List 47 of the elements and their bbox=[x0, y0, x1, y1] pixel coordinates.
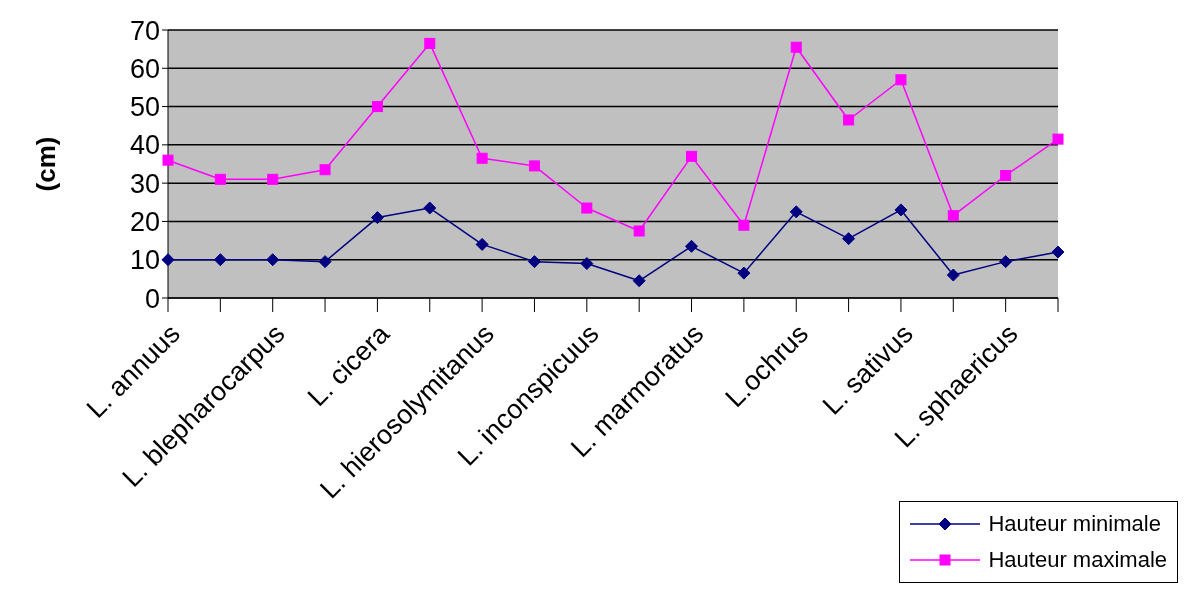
point bbox=[214, 173, 226, 185]
point bbox=[370, 211, 384, 225]
point bbox=[213, 253, 227, 267]
point bbox=[842, 232, 856, 246]
point bbox=[737, 266, 751, 280]
point bbox=[475, 237, 489, 251]
y-tick-label: 30 bbox=[129, 168, 160, 199]
y-axis-title: (cm) bbox=[31, 136, 62, 192]
point bbox=[580, 257, 594, 271]
y-tick-label: 70 bbox=[129, 15, 160, 46]
point bbox=[528, 160, 540, 172]
point bbox=[843, 114, 855, 126]
point bbox=[685, 239, 699, 253]
point bbox=[423, 201, 437, 215]
point bbox=[999, 255, 1013, 269]
point bbox=[686, 150, 698, 162]
point bbox=[789, 205, 803, 219]
y-tick-label: 60 bbox=[129, 53, 160, 84]
point bbox=[162, 154, 174, 166]
point bbox=[527, 255, 541, 269]
y-tick-label: 10 bbox=[129, 245, 160, 276]
point bbox=[318, 255, 332, 269]
point bbox=[738, 219, 750, 231]
legend-label: Hauteur maximale bbox=[988, 547, 1167, 573]
point bbox=[266, 253, 280, 267]
point bbox=[1051, 245, 1065, 259]
point bbox=[895, 74, 907, 86]
point bbox=[371, 101, 383, 113]
point bbox=[581, 202, 593, 214]
y-tick-label: 0 bbox=[144, 283, 160, 314]
point bbox=[947, 210, 959, 222]
point bbox=[161, 253, 175, 267]
point bbox=[633, 225, 645, 237]
legend-label: Hauteur minimale bbox=[988, 511, 1161, 537]
y-tick-label: 20 bbox=[129, 207, 160, 238]
point bbox=[476, 152, 488, 164]
point bbox=[1000, 169, 1012, 181]
point bbox=[1052, 133, 1064, 145]
point bbox=[946, 268, 960, 282]
point bbox=[424, 37, 436, 49]
point bbox=[319, 164, 331, 176]
y-tick-label: 50 bbox=[129, 92, 160, 123]
point bbox=[894, 203, 908, 217]
y-tick-label: 40 bbox=[129, 130, 160, 161]
point bbox=[267, 173, 279, 185]
point bbox=[790, 41, 802, 53]
point bbox=[632, 274, 646, 288]
